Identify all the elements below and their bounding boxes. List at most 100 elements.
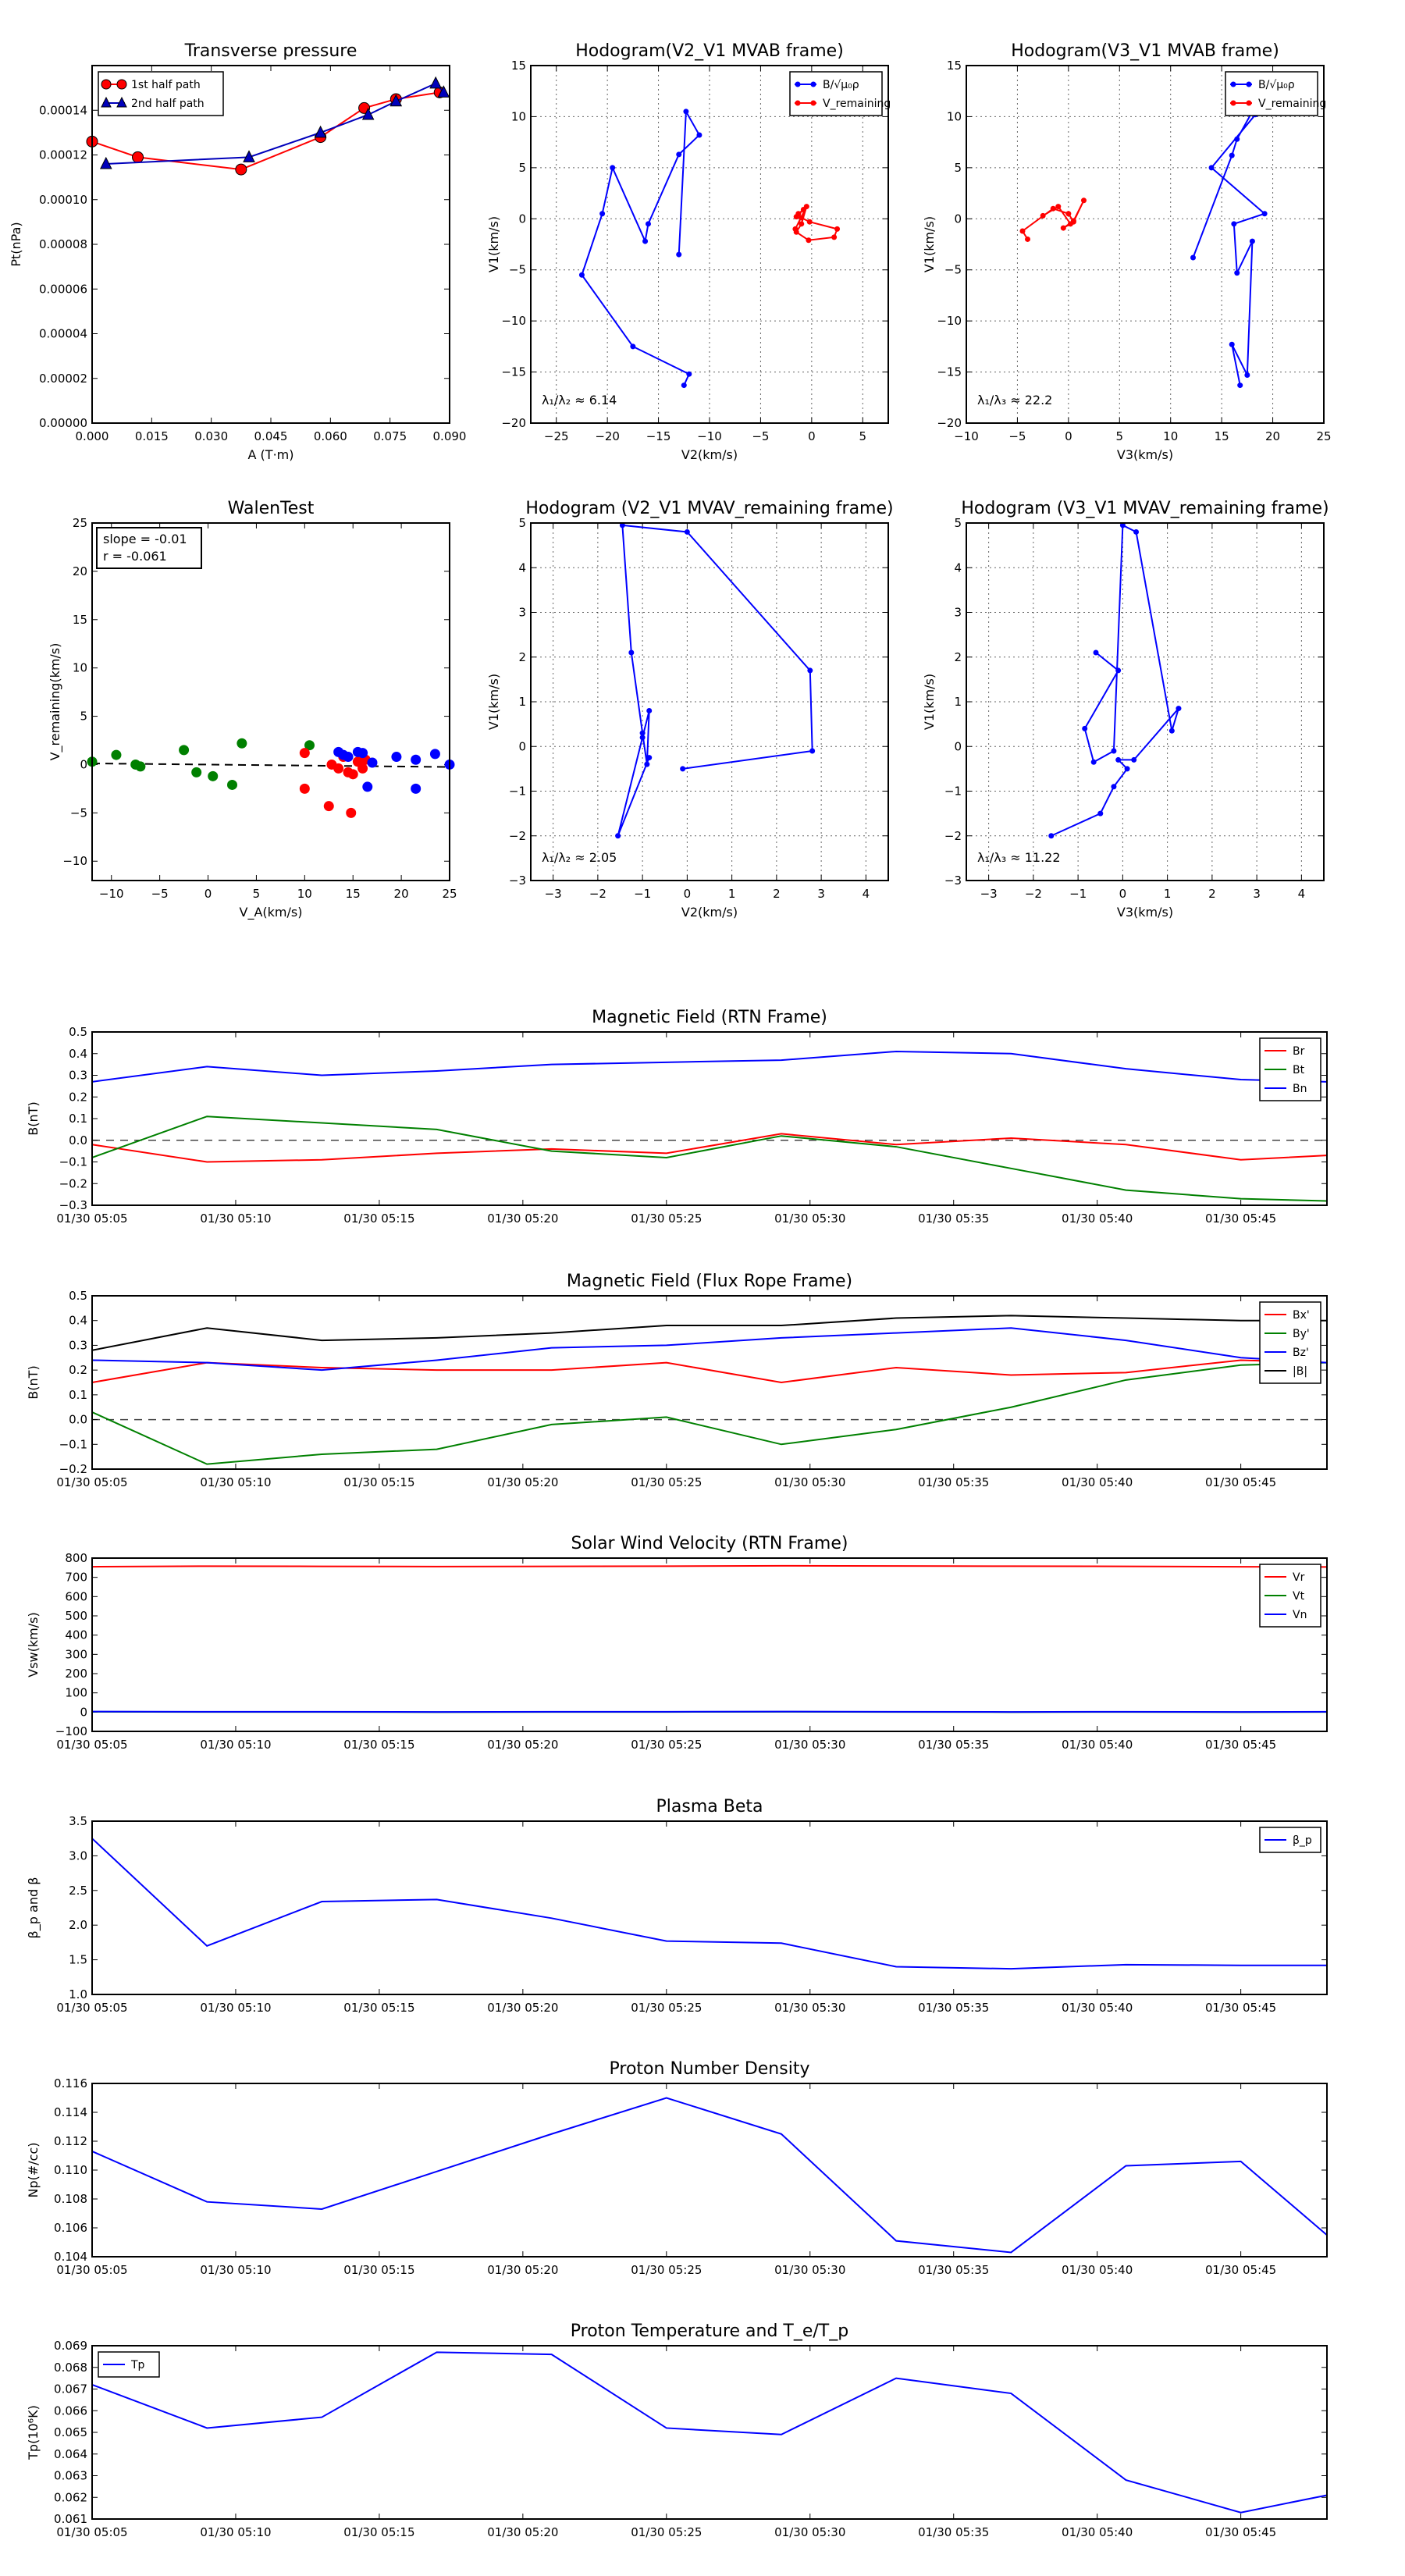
y-tick-label: −5 bbox=[944, 263, 962, 277]
legend-label: Vn bbox=[1293, 1609, 1307, 1621]
x-tick-label: 01/30 05:45 bbox=[1205, 1475, 1276, 1489]
y-tick-label: 0.00002 bbox=[39, 372, 87, 386]
y-tick-label: 0.00000 bbox=[39, 416, 87, 430]
legend-label: B/√μ₀ρ bbox=[823, 79, 859, 91]
data-point bbox=[429, 749, 440, 760]
y-tick-label: −15 bbox=[501, 365, 526, 379]
data-point bbox=[834, 226, 841, 232]
data-point bbox=[1090, 759, 1097, 765]
plot-frame bbox=[91, 1557, 1328, 1732]
stats-line: r = -0.061 bbox=[103, 549, 167, 564]
x-tick-label: −3 bbox=[980, 887, 998, 901]
data-point bbox=[1244, 372, 1250, 378]
plot-frame bbox=[530, 522, 889, 881]
chart-tp: Proton Temperature and T_e/T_p 01/30 05:0… bbox=[26, 2322, 1328, 2539]
data-point bbox=[243, 150, 255, 162]
y-tick-label: 4 bbox=[518, 560, 526, 575]
plot-frame bbox=[91, 65, 450, 424]
chart-title: Hodogram(V2_V1 MVAB frame) bbox=[575, 41, 844, 61]
data-point bbox=[1065, 211, 1072, 217]
series-line-2 bbox=[91, 1327, 1328, 1372]
x-tick-label: 01/30 05:10 bbox=[200, 1738, 271, 1752]
data-point bbox=[226, 779, 237, 790]
plot-frame bbox=[91, 1295, 1328, 1470]
x-tick-label: 3 bbox=[817, 887, 825, 901]
x-tick-label: 01/30 05:30 bbox=[774, 2263, 845, 2277]
data-point bbox=[807, 667, 813, 674]
x-tick-label: 15 bbox=[1215, 429, 1229, 443]
y-axis-label: V1(km/s) bbox=[486, 216, 501, 272]
legend-marker bbox=[101, 79, 112, 90]
data-point bbox=[809, 748, 816, 754]
x-tick-label: 10 bbox=[297, 887, 312, 901]
data-point bbox=[179, 745, 190, 756]
data-point bbox=[831, 234, 838, 240]
x-tick-label: 01/30 05:20 bbox=[487, 1475, 558, 1489]
data-point bbox=[1231, 221, 1237, 227]
data-point bbox=[314, 125, 327, 138]
y-axis-label: V1(km/s) bbox=[486, 674, 501, 730]
data-point bbox=[208, 770, 219, 781]
data-point bbox=[799, 215, 805, 221]
x-tick-label: 0 bbox=[1119, 887, 1127, 901]
chart-title: Magnetic Field (Flux Rope Frame) bbox=[567, 1272, 852, 1291]
legend-marker bbox=[101, 96, 112, 108]
y-axis-label: Np(#/cc) bbox=[26, 2143, 41, 2198]
legend-marker bbox=[1230, 81, 1236, 87]
x-tick-label: 0 bbox=[684, 887, 692, 901]
y-tick-label: 1.5 bbox=[69, 1953, 87, 1967]
x-tick-label: 01/30 05:05 bbox=[56, 1738, 127, 1752]
y-tick-label: 600 bbox=[65, 1589, 87, 1603]
chart-np: Proton Number Density 01/30 05:05 01/30 05… bbox=[26, 2059, 1328, 2277]
x-tick-label: 01/30 05:45 bbox=[1205, 1212, 1276, 1226]
x-tick-label: −20 bbox=[595, 429, 620, 443]
x-tick-label: 5 bbox=[859, 429, 867, 443]
legend-marker bbox=[1230, 100, 1236, 106]
data-point bbox=[1115, 667, 1122, 674]
y-tick-label: 0.067 bbox=[54, 2382, 87, 2396]
data-point bbox=[1234, 136, 1240, 142]
x-tick-label: −5 bbox=[151, 887, 169, 901]
x-tick-label: 0.045 bbox=[254, 429, 288, 443]
x-tick-label: 01/30 05:35 bbox=[918, 1738, 989, 1752]
series-line-2 bbox=[91, 1050, 1328, 1083]
x-axis-label: V3(km/s) bbox=[1117, 447, 1173, 462]
data-point bbox=[333, 763, 344, 774]
y-axis-label: B(nT) bbox=[26, 1101, 41, 1135]
plot-frame bbox=[966, 522, 1325, 881]
y-tick-label: 3 bbox=[954, 606, 962, 620]
x-tick-label: 01/30 05:10 bbox=[200, 2001, 271, 2015]
y-tick-label: 0.00014 bbox=[39, 103, 87, 117]
x-tick-label: 01/30 05:25 bbox=[631, 2263, 702, 2277]
x-tick-label: −15 bbox=[646, 429, 671, 443]
y-tick-label: 0.106 bbox=[54, 2221, 87, 2235]
y-tick-label: 0.00004 bbox=[39, 327, 87, 341]
legend-marker bbox=[116, 96, 127, 108]
data-point bbox=[357, 763, 368, 774]
data-point bbox=[1237, 382, 1243, 389]
data-point bbox=[619, 522, 625, 528]
data-point bbox=[362, 781, 373, 792]
data-point bbox=[610, 165, 616, 171]
y-tick-label: 0.110 bbox=[54, 2163, 87, 2177]
data-point bbox=[1025, 236, 1031, 242]
legend-marker bbox=[795, 100, 801, 106]
x-tick-label: 01/30 05:15 bbox=[343, 1475, 414, 1489]
y-tick-label: −1 bbox=[509, 785, 526, 799]
x-tick-label: −1 bbox=[634, 887, 651, 901]
data-point bbox=[1082, 725, 1088, 731]
x-tick-label: 01/30 05:40 bbox=[1062, 1738, 1133, 1752]
ratio-annotation: λ₁/λ₂ ≈ 2.05 bbox=[542, 850, 617, 865]
data-point bbox=[806, 219, 813, 225]
x-axis-label: V2(km/s) bbox=[681, 905, 738, 920]
chart-hodo2: Hodogram(V3_V1 MVAB frame) −10 −5 0 5 10 15 20 2… bbox=[922, 41, 1332, 462]
x-tick-label: −10 bbox=[697, 429, 722, 443]
legend-label: Vr bbox=[1293, 1571, 1305, 1584]
chart-title: Proton Number Density bbox=[610, 2059, 810, 2079]
legend bbox=[98, 71, 224, 116]
plot-frame bbox=[530, 65, 889, 424]
x-tick-label: −5 bbox=[752, 429, 769, 443]
y-tick-label: 0.00010 bbox=[39, 193, 87, 207]
x-tick-label: 1 bbox=[728, 887, 736, 901]
data-point bbox=[191, 767, 202, 777]
